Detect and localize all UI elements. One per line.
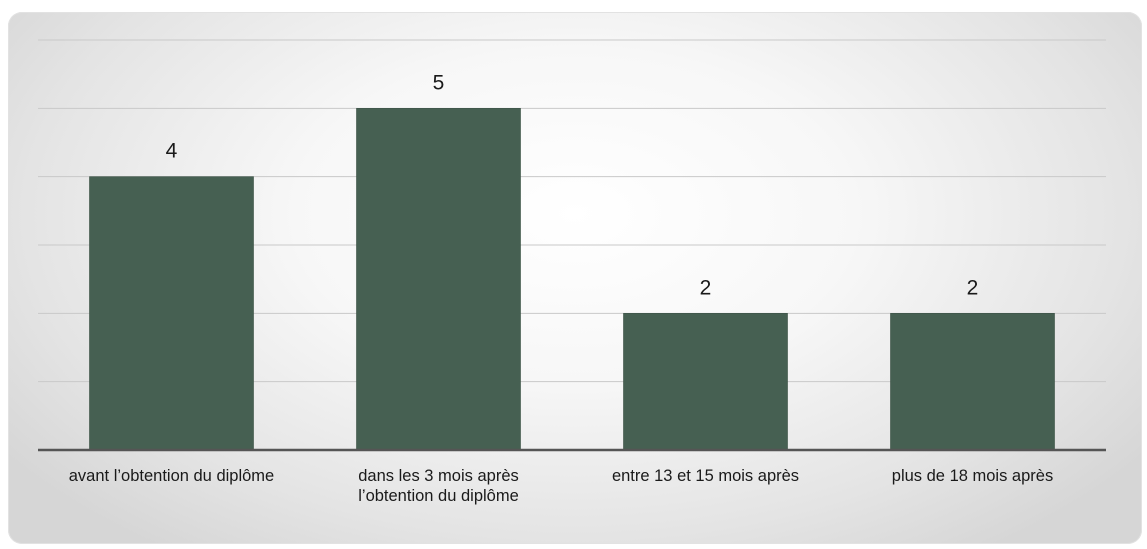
- category-labels: avant l’obtention du diplôme dans les 3 m…: [69, 467, 1053, 505]
- data-label: 2: [967, 276, 979, 299]
- category-label-line: plus de 18 mois après: [892, 467, 1053, 485]
- category-label-line: dans les 3 mois après: [358, 467, 519, 485]
- category-label: avant l’obtention du diplôme: [69, 467, 274, 485]
- category-label: dans les 3 mois après l’obtention du dipl…: [358, 467, 519, 505]
- data-label: 2: [700, 276, 712, 299]
- data-label: 4: [166, 140, 178, 163]
- bar: [356, 108, 521, 451]
- bar: [623, 313, 788, 451]
- data-labels: 4 5 2 2: [166, 71, 979, 299]
- category-label: plus de 18 mois après: [892, 467, 1053, 485]
- category-label-line: avant l’obtention du diplôme: [69, 467, 274, 485]
- category-label: entre 13 et 15 mois après: [612, 467, 799, 485]
- bars: [89, 108, 1055, 451]
- bar: [89, 176, 254, 451]
- category-label-line: l’obtention du diplôme: [358, 487, 519, 505]
- data-label: 5: [433, 71, 445, 94]
- bar: [890, 313, 1055, 451]
- category-label-line: entre 13 et 15 mois après: [612, 467, 799, 485]
